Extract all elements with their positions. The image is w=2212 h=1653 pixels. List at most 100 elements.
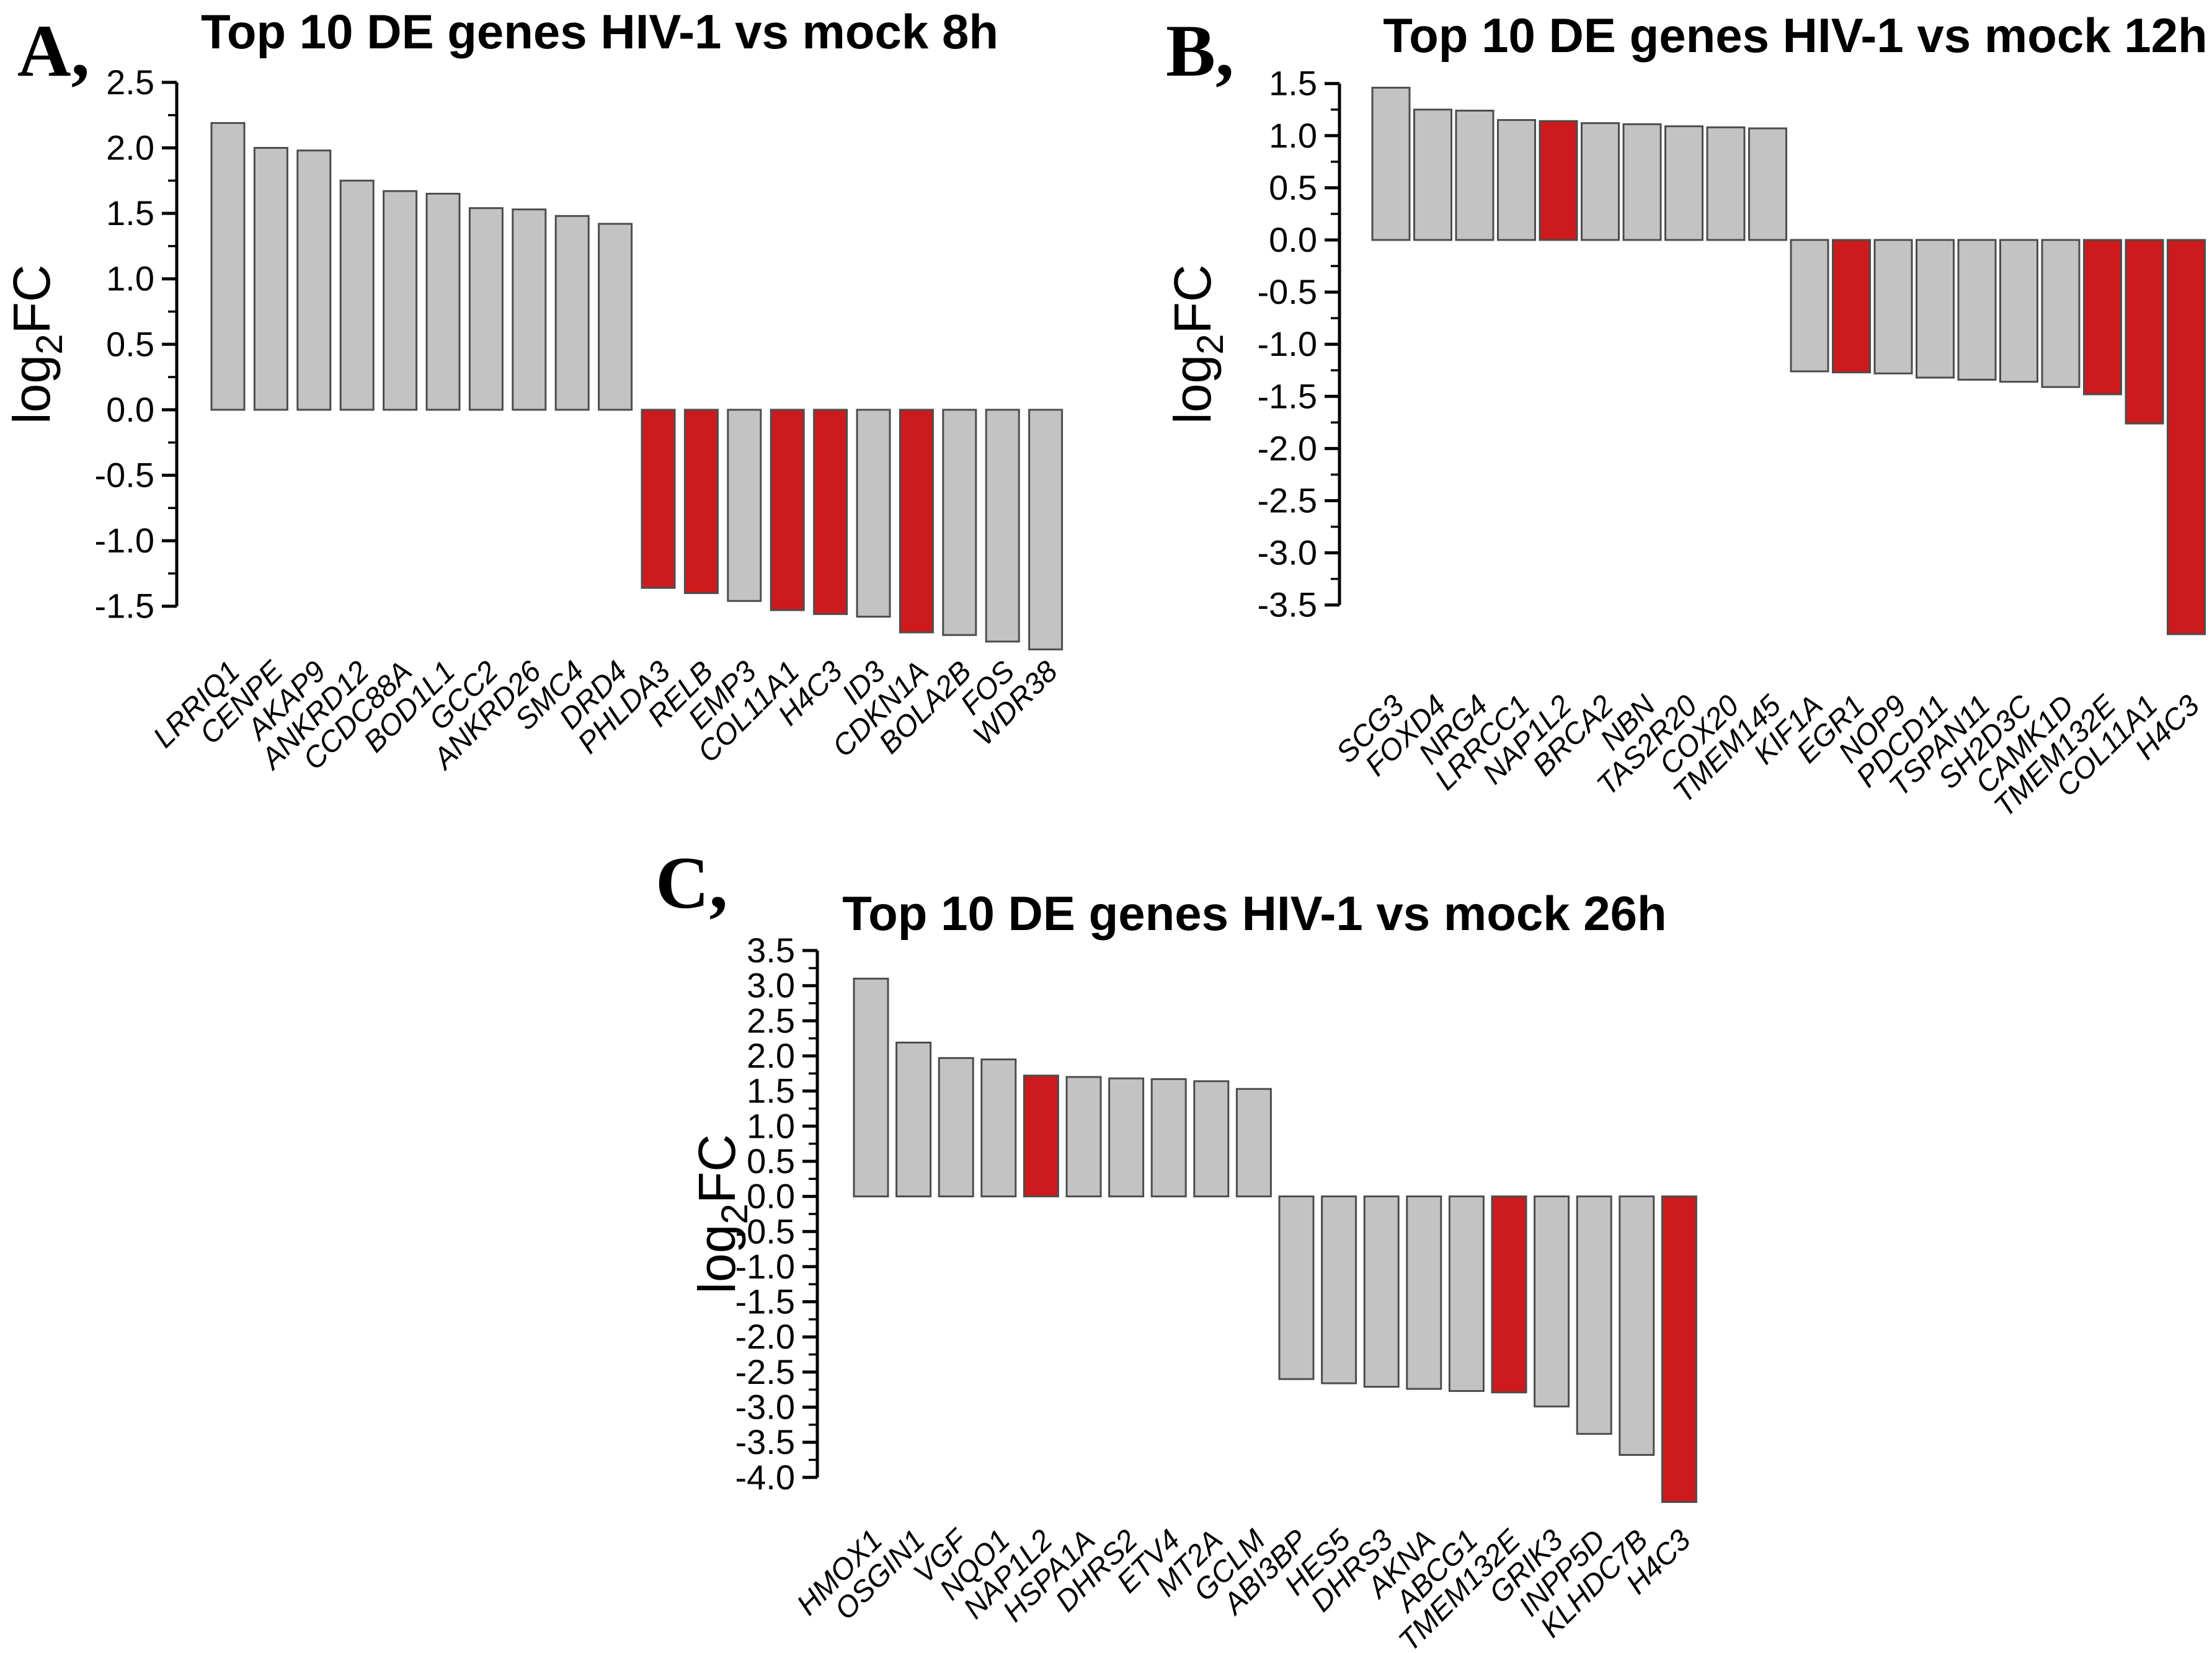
bar-EMP3	[727, 409, 762, 602]
chart-title: Top 10 DE genes HIV-1 vs mock 12h	[1383, 8, 2207, 63]
bar-LRRIQ1	[210, 122, 246, 411]
bar-ANKRD12	[339, 179, 375, 411]
bar-FOXD4	[1413, 109, 1452, 241]
bar-EGR1	[1832, 239, 1871, 374]
bar-SCG3	[1371, 86, 1411, 241]
panel-label: B,	[1166, 9, 1234, 92]
bar-HES5	[1321, 1195, 1357, 1385]
y-tick-label: -3.0	[1258, 533, 1318, 572]
bar-VGF	[938, 1057, 974, 1198]
bar-DHRS2	[1108, 1077, 1145, 1198]
bar-CENPE	[253, 147, 288, 411]
bar-ABCG1	[1448, 1195, 1485, 1392]
bar-FOS	[985, 409, 1020, 643]
y-tick-label: -3.5	[735, 1422, 796, 1461]
bar-COL11A1	[770, 409, 805, 611]
bar-TMEM132E	[1491, 1195, 1527, 1394]
y-tick-label: 1.5	[1269, 64, 1317, 103]
y-tick-label: 2.5	[106, 63, 154, 102]
bar-H4C3	[1661, 1195, 1697, 1503]
bar-KIF1A	[1790, 239, 1829, 373]
bar-COL11A1	[2125, 239, 2164, 425]
y-tick-label: -1.5	[735, 1282, 796, 1321]
bar-DHRS3	[1363, 1195, 1400, 1388]
bar-PHLDA3	[641, 409, 676, 589]
y-tick-label: 0.5	[747, 1141, 795, 1181]
bar-LRRCC1	[1497, 119, 1536, 241]
bar-TSPAN11	[1957, 239, 1997, 381]
bar-MT2A	[1193, 1080, 1230, 1198]
y-tick-label: 1.0	[747, 1106, 795, 1145]
bar-CCDC88A	[383, 190, 418, 411]
bar-SMC4	[554, 215, 590, 411]
bar-GRIK3	[1534, 1195, 1570, 1407]
y-tick-label: 0.0	[747, 1177, 795, 1216]
bar-TMEM145	[1748, 127, 1787, 241]
y-axis-label: log2FC	[2, 265, 70, 424]
y-tick-label: -0.5	[1258, 272, 1318, 311]
bar-H4C3	[2167, 239, 2206, 636]
y-tick-label: 0.5	[1269, 168, 1317, 207]
bar-TMEM132E	[2083, 239, 2122, 396]
bar-GCLM	[1235, 1088, 1272, 1198]
bar-AKAP9	[296, 149, 332, 411]
panel-label: A,	[17, 9, 90, 92]
y-tick-label: 1.5	[106, 193, 154, 233]
bar-BRCA2	[1581, 122, 1620, 241]
bar-H4C3	[813, 409, 848, 615]
bar-GCC2	[468, 207, 504, 411]
y-tick-label: 0.5	[106, 324, 154, 363]
y-tick-label: -2.5	[735, 1352, 796, 1391]
bar-ETV4	[1150, 1078, 1187, 1198]
y-tick-label: -2.0	[1258, 428, 1318, 468]
y-tick-label: -1.5	[1258, 376, 1318, 415]
bar-RELB	[683, 409, 719, 595]
panel-c: C, Top 10 DE genes HIV-1 vs mock 26h 3.53.…	[655, 841, 1697, 1653]
y-tick-label: -3.0	[735, 1388, 796, 1427]
bar-NQO1	[980, 1058, 1017, 1198]
bar-COX20	[1706, 126, 1746, 241]
y-tick-label: -2.5	[1258, 481, 1318, 520]
bar-CAMK1D	[2041, 239, 2081, 388]
bar-INPP5D	[1576, 1195, 1612, 1435]
y-tick-label: 0.0	[1269, 220, 1317, 259]
bar-ID3	[856, 409, 891, 618]
y-axis-label: log2FC	[688, 1134, 755, 1293]
bar-PDCD11	[1916, 239, 1955, 379]
bar-BOD1L1	[425, 192, 461, 411]
panel-a: A, Top 10 DE genes HIV-1 vs mock 8h 2.5 2.0…	[2, 4, 1064, 776]
y-tick-label: 2.0	[747, 1036, 795, 1075]
bar-SH2D3C	[1999, 239, 2038, 383]
y-tick-label: 3.0	[747, 966, 795, 1005]
bar-DRD4	[598, 223, 633, 411]
y-tick-label: 3.5	[747, 931, 795, 970]
bar-NRG4	[1455, 109, 1495, 241]
bar-KLHDC7B	[1619, 1195, 1655, 1456]
y-tick-label: 1.0	[106, 259, 154, 298]
y-tick-label: -1.0	[1258, 324, 1318, 363]
panel-b: B, Top 10 DE genes HIV-1 vs mock 12h 1.5 1.…	[1163, 8, 2208, 823]
y-tick-label: 0.0	[106, 390, 154, 429]
y-tick-label: -0.5	[95, 456, 155, 495]
y-tick-label: -1.0	[95, 521, 155, 560]
bar-WDR38	[1028, 409, 1064, 650]
y-tick-label: -1.5	[95, 587, 155, 626]
y-tick-label: -3.5	[1258, 585, 1318, 624]
bar-NAP1L2	[1539, 120, 1578, 241]
bar-ANKRD26	[512, 208, 547, 411]
bar-ABI3BP	[1278, 1195, 1315, 1380]
bar-NAP1L2	[1023, 1075, 1059, 1198]
bar-HSPA1A	[1065, 1076, 1102, 1198]
y-tick-label: 2.5	[747, 1001, 795, 1040]
y-tick-label: 1.5	[747, 1071, 795, 1110]
bar-HMOX1	[853, 977, 889, 1198]
bar-TAS2R20	[1664, 125, 1703, 241]
y-tick-label: 2.0	[106, 128, 154, 167]
panel-label: C,	[655, 841, 728, 924]
bar-NBN	[1622, 123, 1662, 241]
y-tick-label: -0.5	[735, 1212, 796, 1251]
bar-NOP9	[1873, 239, 1913, 374]
y-tick-label: -4.0	[735, 1458, 796, 1497]
